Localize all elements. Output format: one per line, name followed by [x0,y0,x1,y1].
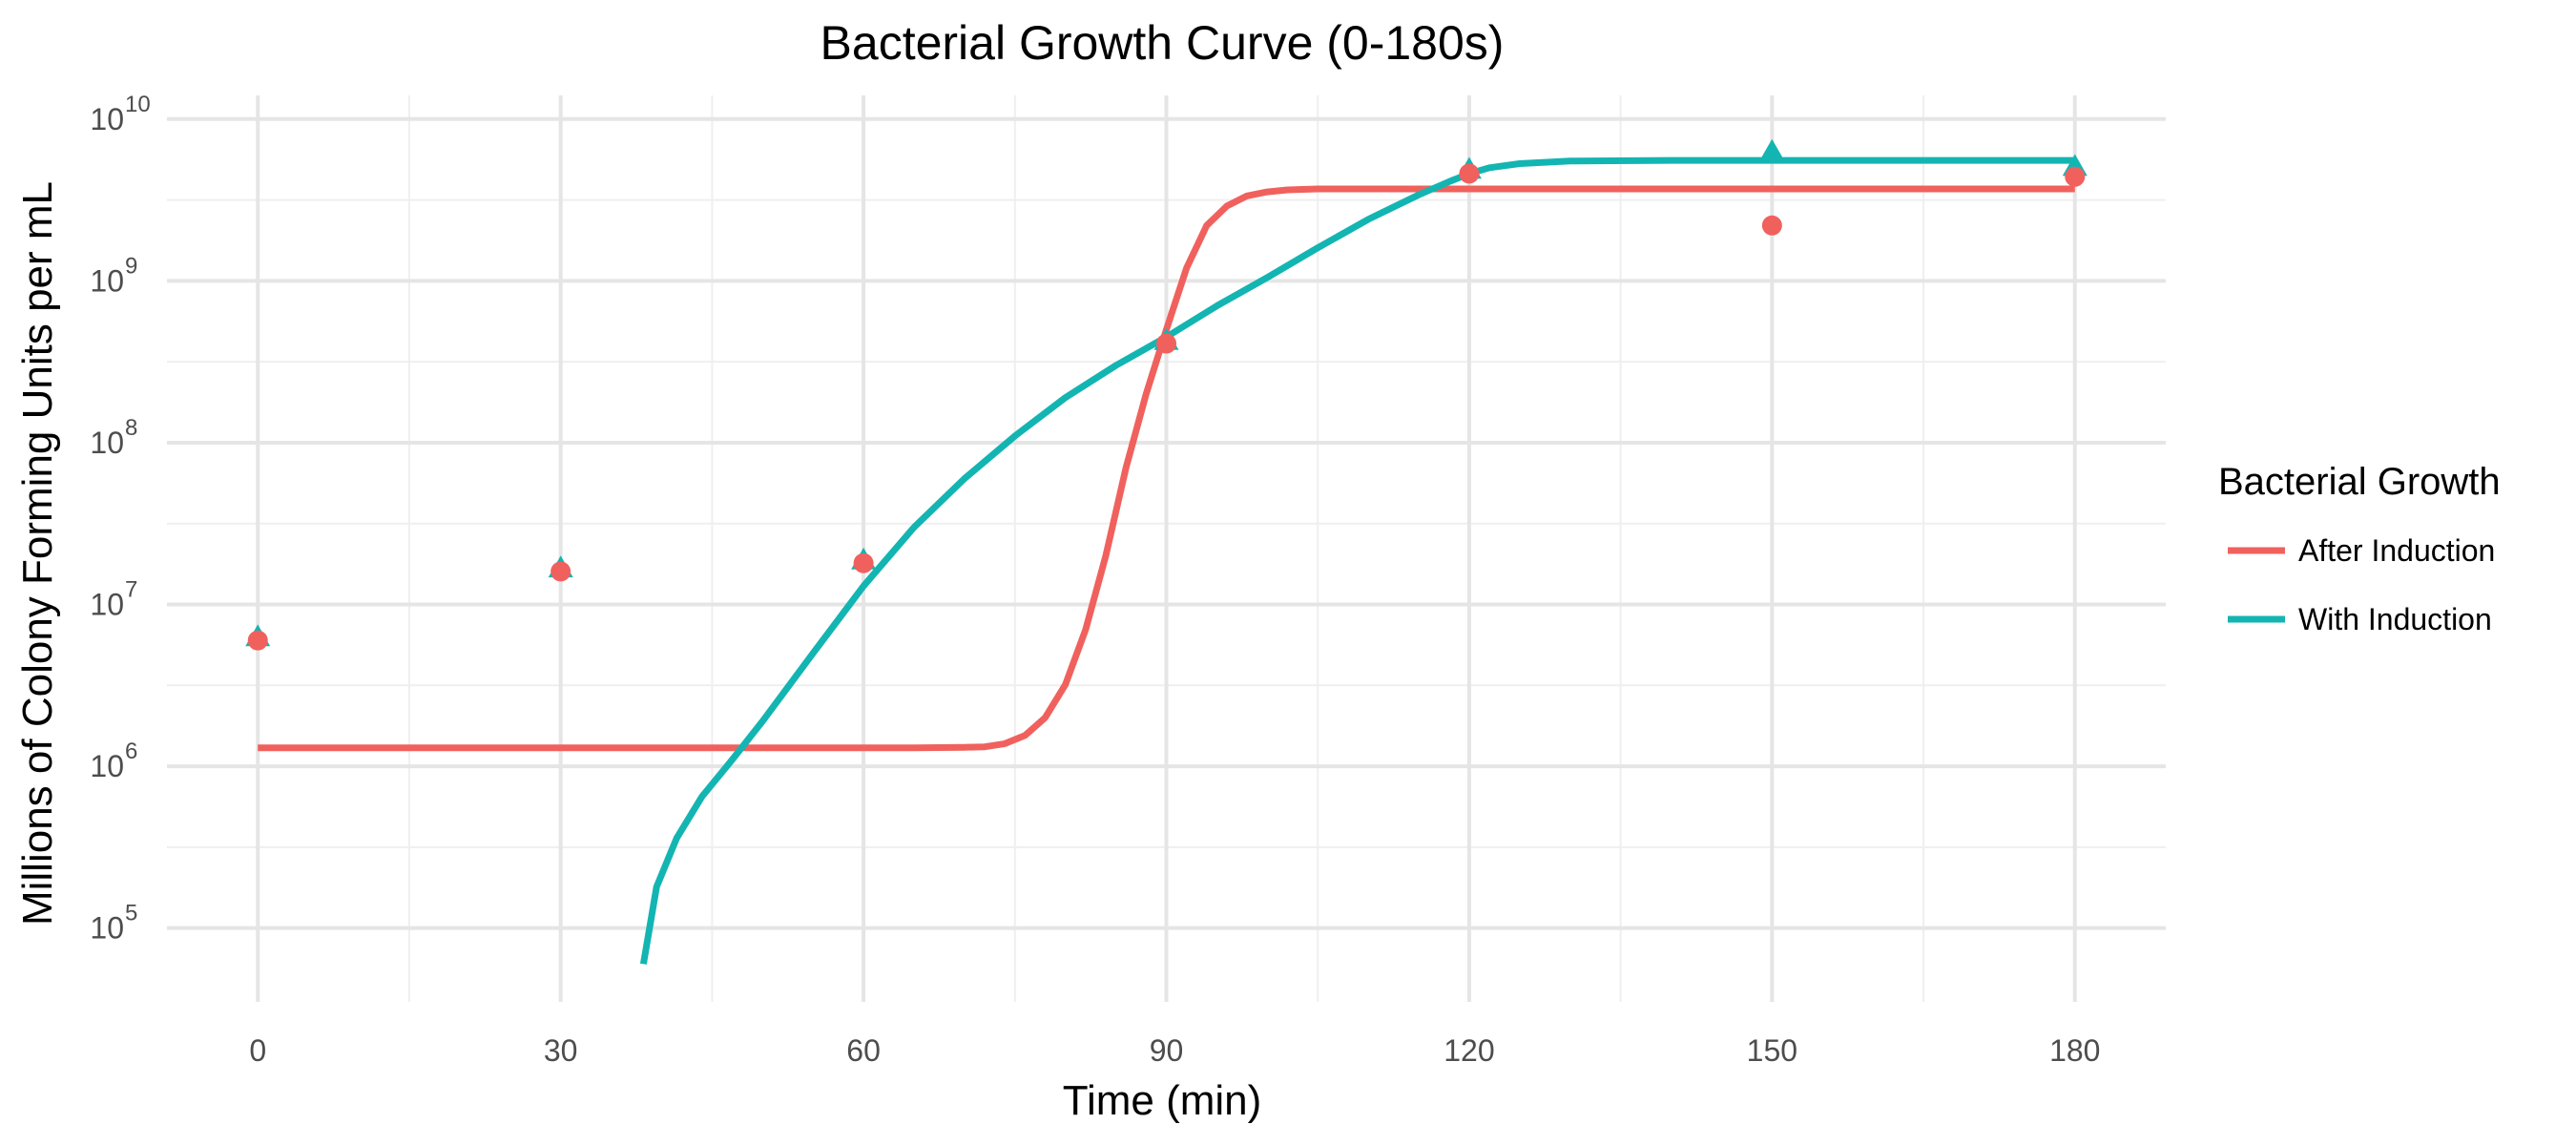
y-tick-label: 10 10 [90,92,150,136]
legend-label-after-induction: After Induction [2298,533,2495,568]
legend-items: After Induction With Induction [2228,533,2495,636]
x-tick-label: 0 [249,1033,266,1068]
x-tick-label: 90 [1150,1033,1184,1068]
y-tick-exponent: 5 [125,901,137,926]
x-axis-tick-labels: 0 30 60 90 120 150 180 [249,1033,2100,1068]
y-tick-exponent: 9 [125,253,137,279]
y-tick-base: 10 [90,911,124,946]
x-tick-label: 120 [1444,1033,1494,1068]
legend-label-with-induction: With Induction [2298,602,2492,636]
x-axis-title: Time (min) [1063,1077,1262,1124]
series-line-after-induction [258,185,2075,752]
y-tick-exponent: 8 [125,415,137,441]
y-tick-exponent: 10 [125,92,151,117]
y-tick-exponent: 6 [125,739,137,764]
y-tick-label: 10 5 [90,901,137,946]
x-tick-label: 60 [846,1033,881,1068]
series-points [245,138,2088,651]
y-tick-base: 10 [90,588,124,622]
data-point-circle [1761,215,1782,236]
chart-title: Bacterial Growth Curve (0-180s) [821,16,1505,70]
y-tick-base: 10 [90,426,124,460]
y-tick-base: 10 [90,102,124,136]
y-tick-label: 10 7 [90,577,137,622]
data-point-circle [551,561,571,582]
y-tick-exponent: 7 [125,577,137,603]
data-point-circle [247,630,268,651]
x-tick-label: 30 [544,1033,578,1068]
y-tick-label: 10 9 [90,253,137,298]
y-tick-base: 10 [90,749,124,783]
grid [167,95,2166,1002]
data-point-triangle [1759,138,1785,161]
x-tick-label: 180 [2049,1033,2100,1068]
x-tick-label: 150 [1747,1033,1797,1068]
legend: Bacterial Growth After Induction With Ind… [2218,461,2501,636]
y-tick-label: 10 8 [90,415,137,460]
y-tick-label: 10 6 [90,739,137,783]
data-point-circle [853,552,874,573]
data-point-circle [2065,166,2086,187]
data-point-circle [1459,163,1480,184]
y-tick-base: 10 [90,263,124,298]
y-axis-title: Millions of Colony Forming Units per mL [14,181,61,926]
legend-title: Bacterial Growth [2218,461,2501,503]
data-point-circle [1156,333,1176,354]
